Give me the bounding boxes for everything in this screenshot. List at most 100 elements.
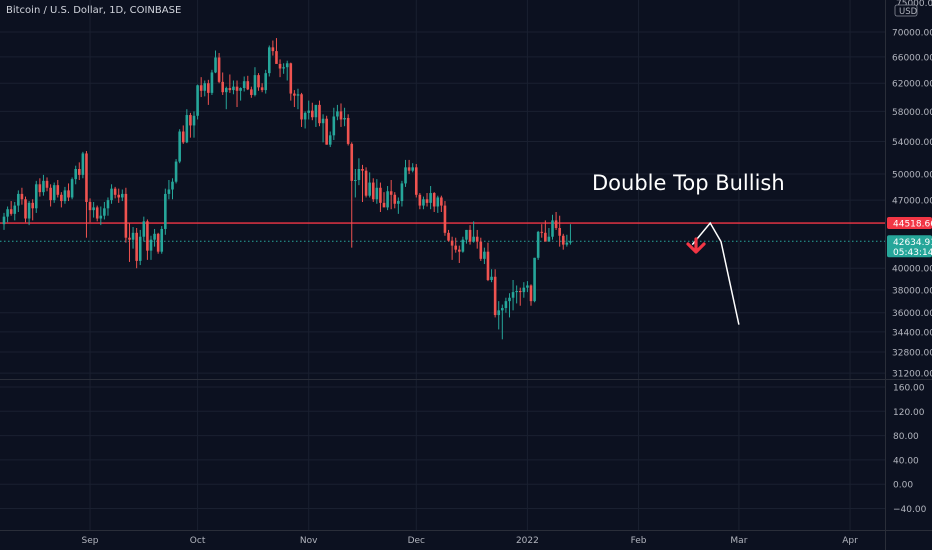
candle-body xyxy=(260,87,264,91)
candle-body xyxy=(361,168,364,171)
candle-body xyxy=(24,199,27,219)
candle-body xyxy=(400,183,404,202)
candle-body xyxy=(289,63,293,94)
candle-body xyxy=(332,116,336,136)
candle-body xyxy=(20,193,24,200)
candle-body xyxy=(221,81,224,93)
candle-body xyxy=(52,185,56,201)
last-price-label: 42634.91 xyxy=(893,238,932,248)
candle-body xyxy=(321,118,325,124)
candle-body xyxy=(27,202,31,219)
price-tick-label: 32800.00 xyxy=(892,349,932,359)
candle-body xyxy=(440,197,443,206)
indicator-tick-label: −40.00 xyxy=(893,505,927,515)
candle-body xyxy=(264,73,268,91)
indicator-tick-label: 120.00 xyxy=(893,408,925,418)
candle-body xyxy=(232,86,235,91)
candle-body xyxy=(522,287,526,293)
candle-body xyxy=(117,194,121,198)
candle-body xyxy=(217,57,221,82)
candle-body xyxy=(153,233,156,240)
candle-body xyxy=(479,241,483,259)
candle-body xyxy=(56,185,60,195)
candle-body xyxy=(135,232,138,261)
candle-body xyxy=(160,228,164,252)
time-tick-label: Oct xyxy=(190,536,206,546)
candle-body xyxy=(146,221,149,251)
candle-body xyxy=(436,197,440,207)
price-tick-label: 40000.00 xyxy=(892,265,932,275)
candle-body xyxy=(235,86,239,91)
candle-body xyxy=(185,115,189,143)
candle-body xyxy=(508,297,511,302)
candle-body xyxy=(486,251,490,280)
candle-body xyxy=(239,88,242,91)
candle-body xyxy=(551,220,554,237)
candle-body xyxy=(31,202,34,209)
candle-body xyxy=(92,207,95,211)
candle-body xyxy=(250,89,253,95)
candle-body xyxy=(343,117,346,120)
time-tick-label: Feb xyxy=(631,536,647,546)
candle-body xyxy=(131,232,135,240)
candle-body xyxy=(282,67,285,69)
candle-body xyxy=(565,242,569,245)
candle-body xyxy=(228,88,232,91)
candle-body xyxy=(393,194,397,204)
price-tick-label: 47000.00 xyxy=(892,197,932,207)
candle-body xyxy=(17,193,20,206)
candle-body xyxy=(13,205,17,214)
candle-body xyxy=(450,240,454,246)
currency-badge xyxy=(894,4,918,17)
candle-body xyxy=(432,193,436,207)
candle-body xyxy=(164,193,167,229)
candle-body xyxy=(34,184,38,209)
candle-body xyxy=(124,193,128,238)
candle-body xyxy=(113,188,117,195)
candle-body xyxy=(443,205,447,233)
resistance-price-label: 44518.66 xyxy=(893,220,932,230)
candle-body xyxy=(189,115,192,126)
candle-body xyxy=(389,191,393,195)
candle-body xyxy=(418,194,422,206)
candle-body xyxy=(569,241,572,243)
candle-body xyxy=(425,199,429,203)
candle-body xyxy=(81,153,85,175)
candle-body xyxy=(9,209,13,214)
candle-body xyxy=(110,188,113,201)
candle-body xyxy=(493,276,497,316)
candle-body xyxy=(544,232,547,242)
candle-body xyxy=(357,168,361,180)
candle-body xyxy=(422,199,425,206)
candle-body xyxy=(515,290,518,293)
candle-body xyxy=(63,190,67,202)
indicator-tick-label: 160.00 xyxy=(893,384,925,394)
candle-body xyxy=(285,63,289,68)
candle-body xyxy=(45,180,49,188)
candle-body xyxy=(42,180,45,193)
candle-body xyxy=(300,94,303,120)
candle-body xyxy=(346,117,350,144)
candle-body xyxy=(138,236,142,261)
candle-body xyxy=(103,208,106,216)
candle-body xyxy=(554,220,558,228)
indicator-tick-label: 0.00 xyxy=(893,481,913,491)
candle-body xyxy=(457,249,461,252)
candle-body xyxy=(275,51,278,64)
candle-body xyxy=(336,111,339,117)
price-tick-label: 36000.00 xyxy=(892,309,932,319)
time-tick-label: Sep xyxy=(82,536,99,546)
candle-body xyxy=(414,167,418,195)
candle-body xyxy=(314,104,318,118)
candle-body xyxy=(533,257,536,302)
candle-body xyxy=(558,227,561,236)
price-tick-label: 50000.00 xyxy=(892,171,932,181)
candle-body xyxy=(224,88,228,93)
candle-body xyxy=(70,179,74,198)
candle-body xyxy=(468,229,472,242)
candle-body xyxy=(504,301,508,309)
candle-body xyxy=(404,167,407,184)
projection-path xyxy=(691,221,740,325)
